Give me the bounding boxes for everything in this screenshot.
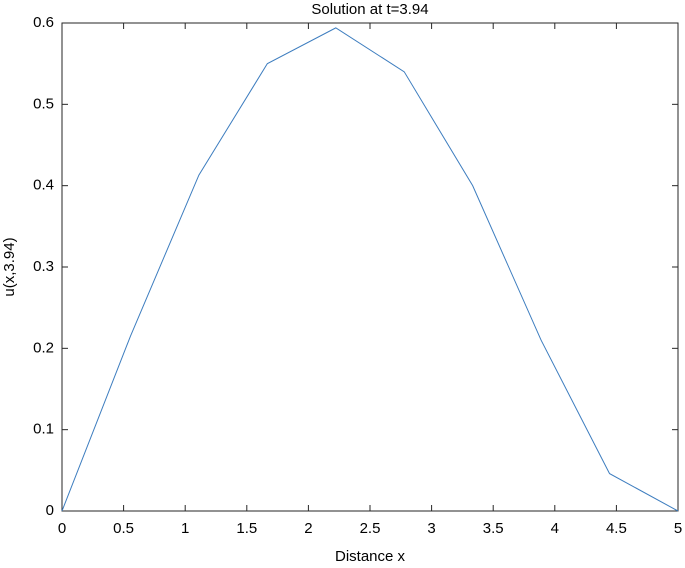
x-tick-label: 2.5: [360, 520, 381, 537]
x-tick-label: 4: [551, 520, 559, 537]
x-tick-label: 1: [181, 520, 189, 537]
x-tick-label: 3: [427, 520, 435, 537]
x-tick-label: 1.5: [236, 520, 257, 537]
x-tick-label: 2: [304, 520, 312, 537]
y-tick-label: 0.2: [33, 339, 54, 356]
x-tick-label: 0: [58, 520, 66, 537]
chart-title: Solution at t=3.94: [311, 1, 428, 18]
y-tick-label: 0.3: [33, 258, 54, 275]
x-tick-label: 4.5: [606, 520, 627, 537]
y-tick-label: 0.5: [33, 95, 54, 112]
x-tick-label: 5: [674, 520, 682, 537]
axes-box: [61, 22, 679, 512]
x-axis-label: Distance x: [335, 548, 406, 565]
y-tick-label: 0.6: [33, 14, 54, 31]
line-series: [61, 27, 679, 512]
x-tick-label: 0.5: [113, 520, 134, 537]
y-tick-label: 0.4: [33, 177, 54, 194]
y-tick-label: 0: [46, 502, 54, 519]
y-tick-label: 0.1: [33, 421, 54, 438]
y-axis-label: u(x,3.94): [1, 237, 18, 296]
x-tick-label: 3.5: [483, 520, 504, 537]
